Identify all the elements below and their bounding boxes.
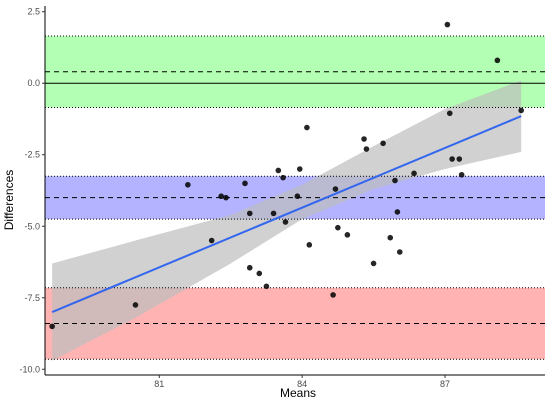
data-point: [242, 180, 248, 187]
data-point: [344, 232, 351, 238]
data-point: [306, 242, 313, 248]
data-point: [304, 124, 310, 131]
data-point: [394, 209, 401, 215]
y-tick-label: 0.0: [27, 78, 40, 88]
y-tick-label: -10.0: [19, 364, 40, 374]
data-point: [49, 323, 55, 330]
data-point: [218, 193, 224, 200]
y-tick-label: -7.5: [24, 293, 40, 303]
data-point: [387, 234, 394, 241]
axes: 81 84 87 2.5 0.0 -2.5 -5.0 -7.5 -10.0: [19, 6, 545, 389]
data-point: [449, 156, 455, 162]
data-point: [330, 292, 336, 298]
data-point: [270, 210, 277, 217]
x-tick-label: 87: [440, 379, 450, 389]
data-point: [370, 260, 377, 267]
regression-line: [51, 115, 522, 313]
data-point: [208, 237, 215, 244]
data-point: [456, 156, 463, 162]
data-point: [392, 177, 398, 184]
data-point: [518, 107, 524, 114]
data-point: [446, 110, 453, 117]
data-point: [361, 136, 367, 142]
y-tick-label: -5.0: [24, 221, 40, 231]
x-tick-label: 84: [297, 379, 307, 389]
data-point: [275, 167, 282, 174]
data-points: [49, 21, 524, 330]
data-point: [458, 171, 465, 178]
data-point: [246, 210, 253, 217]
data-point: [363, 146, 370, 152]
data-point: [223, 194, 229, 201]
data-point: [396, 249, 403, 255]
data-point: [263, 283, 270, 290]
data-point: [256, 270, 263, 277]
data-point: [411, 170, 417, 177]
data-point: [332, 186, 339, 192]
regression-fit-line: [51, 115, 522, 313]
x-axis-title: Means: [280, 386, 316, 400]
y-tick-label: 2.5: [27, 7, 40, 17]
data-point: [494, 57, 501, 64]
data-point: [294, 193, 301, 200]
data-point: [296, 166, 303, 172]
data-point: [132, 302, 139, 308]
data-point: [444, 21, 451, 28]
y-tick-label: -2.5: [24, 150, 40, 160]
data-point: [380, 140, 386, 147]
data-point: [246, 264, 253, 271]
data-point: [280, 174, 286, 181]
x-tick-label: 81: [154, 379, 164, 389]
y-axis-title: Differences: [2, 170, 16, 230]
data-point: [185, 181, 191, 188]
reference-lines: [45, 35, 545, 360]
data-point: [282, 219, 289, 225]
data-point: [335, 224, 341, 231]
